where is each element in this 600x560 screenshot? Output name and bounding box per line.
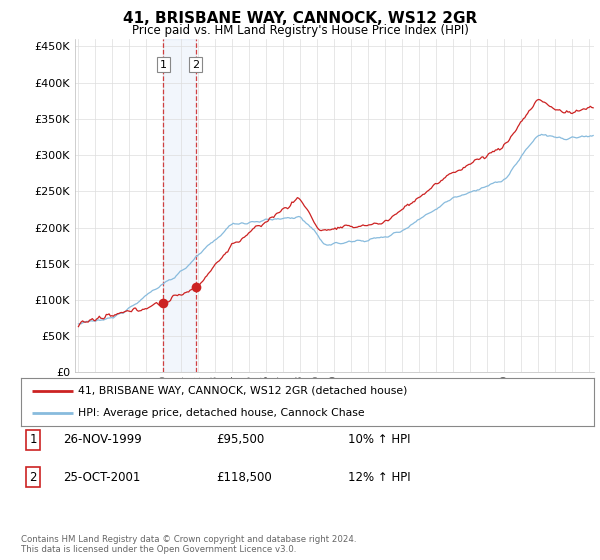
Bar [163, 39, 196, 372]
Text: 2: 2 [192, 59, 199, 69]
Text: 1: 1 [160, 59, 167, 69]
Text: 25-OCT-2001: 25-OCT-2001 [63, 470, 140, 484]
Text: 2: 2 [29, 470, 37, 484]
Text: HPI: Average price, detached house, Cannock Chase: HPI: Average price, detached house, Cann… [78, 408, 365, 418]
Text: £118,500: £118,500 [216, 470, 272, 484]
Text: Price paid vs. HM Land Registry's House Price Index (HPI): Price paid vs. HM Land Registry's House … [131, 24, 469, 36]
Text: 10% ↑ HPI: 10% ↑ HPI [348, 433, 410, 446]
Text: 41, BRISBANE WAY, CANNOCK, WS12 2GR: 41, BRISBANE WAY, CANNOCK, WS12 2GR [123, 11, 477, 26]
Text: £95,500: £95,500 [216, 433, 264, 446]
Text: Contains HM Land Registry data © Crown copyright and database right 2024.
This d: Contains HM Land Registry data © Crown c… [21, 535, 356, 554]
Text: 26-NOV-1999: 26-NOV-1999 [63, 433, 142, 446]
Text: 41, BRISBANE WAY, CANNOCK, WS12 2GR (detached house): 41, BRISBANE WAY, CANNOCK, WS12 2GR (det… [78, 386, 407, 396]
Text: 1: 1 [29, 433, 37, 446]
Text: 12% ↑ HPI: 12% ↑ HPI [348, 470, 410, 484]
